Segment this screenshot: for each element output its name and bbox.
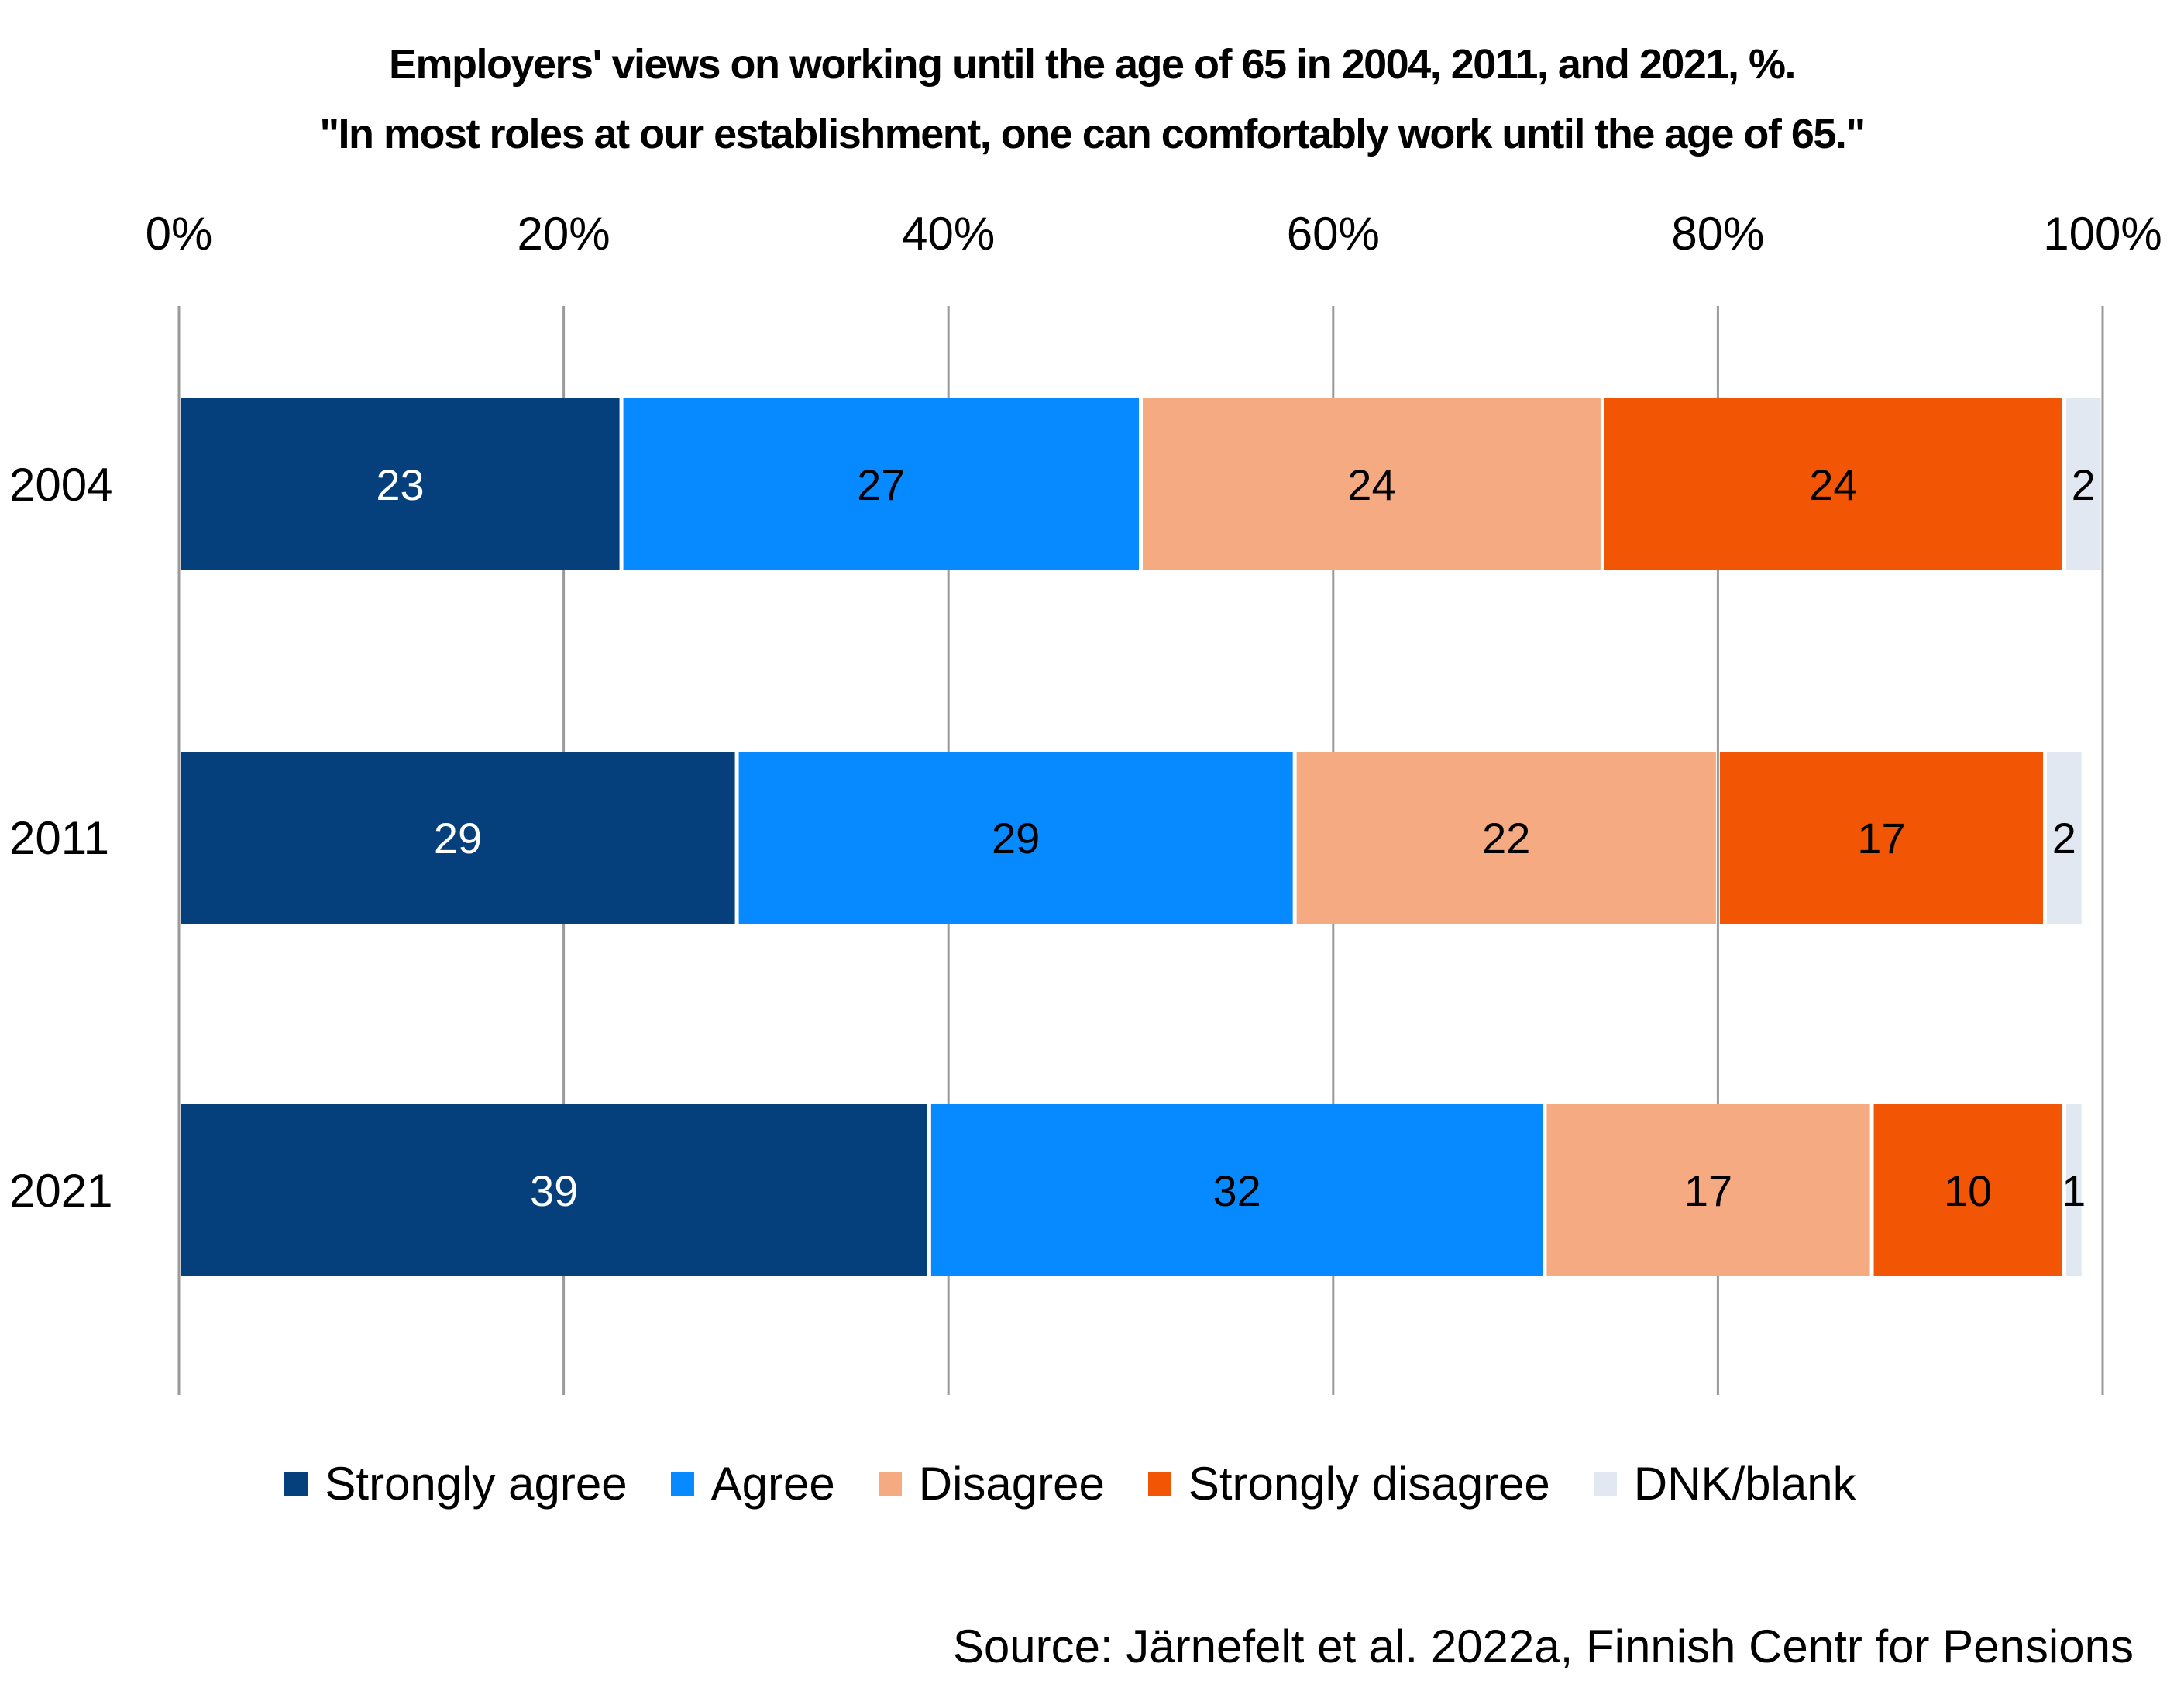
x-tick-label: 20%	[518, 208, 610, 260]
legend-swatch	[878, 1472, 902, 1496]
x-tick-label: 40%	[902, 208, 995, 260]
legend-item: Strongly disagree	[1147, 1457, 1550, 1510]
chart-plot: 0% 20% 40% 60% 80% 100% 2004 23 27 24 24 2 2011 29 29 2…	[9, 208, 2162, 1395]
legend-label: DNK/blank	[1633, 1458, 1856, 1510]
legend-item: Disagree	[878, 1457, 1105, 1510]
data-label: 39	[530, 1166, 578, 1215]
data-label: 17	[1684, 1166, 1732, 1215]
bar-segment	[2065, 1104, 2082, 1276]
legend-label: Strongly agree	[325, 1458, 628, 1510]
source-note: Source: Järnefelt et al. 2022a, Finnish …	[952, 1620, 2134, 1672]
bar-segment	[1143, 398, 1601, 570]
legend-swatch	[284, 1472, 308, 1496]
bar-segment	[181, 1104, 927, 1276]
bar-segment	[181, 752, 735, 924]
bar-segment	[930, 1104, 1543, 1276]
y-category-label: 2021	[9, 1165, 112, 1217]
data-label: 10	[1944, 1166, 1992, 1215]
data-label: 2	[2072, 460, 2096, 509]
legend: Strongly agree Agree Disagree Strongly disa…	[0, 1457, 2184, 1510]
x-tick-label: 100%	[2043, 208, 2162, 260]
x-tick-label: 60%	[1287, 208, 1380, 260]
data-label: 17	[1857, 814, 1905, 863]
data-label: 29	[992, 814, 1040, 863]
bar-segment	[1873, 1104, 2062, 1276]
data-label: 24	[1347, 460, 1395, 509]
legend-swatch	[1147, 1472, 1171, 1496]
data-label: 2	[2052, 814, 2076, 863]
data-label: 1	[2062, 1166, 2086, 1215]
bar-segment	[181, 398, 620, 570]
x-tick-label: 0%	[146, 208, 213, 260]
x-tick-label: 80%	[1671, 208, 1764, 260]
bar-segment	[1546, 1104, 1870, 1276]
data-label: 29	[434, 814, 482, 863]
data-label: 24	[1809, 460, 1857, 509]
legend-swatch	[1593, 1472, 1617, 1496]
data-label: 27	[857, 460, 905, 509]
legend-label: Strongly disagree	[1188, 1458, 1550, 1510]
bar-segment	[1719, 752, 2044, 924]
legend-item: Strongly agree	[284, 1457, 628, 1510]
bar-segment	[2047, 752, 2082, 924]
legend-item: DNK/blank	[1593, 1457, 1856, 1510]
data-label: 22	[1482, 814, 1530, 863]
y-category-label: 2004	[9, 459, 112, 511]
bar-segment	[1604, 398, 2062, 570]
data-label: 23	[376, 460, 424, 509]
legend-swatch	[670, 1472, 694, 1496]
bar-segment	[2065, 398, 2101, 570]
bar-segment	[1296, 752, 1716, 924]
data-label: 32	[1213, 1166, 1261, 1215]
bar-segment	[738, 752, 1293, 924]
bar-segment	[623, 398, 1139, 570]
chart-subtitle: "In most roles at our establishment, one…	[319, 111, 1866, 157]
chart-title: Employers' views on working until the ag…	[388, 41, 1797, 88]
legend-label: Disagree	[918, 1458, 1105, 1510]
y-category-label: 2011	[9, 812, 109, 864]
legend-label: Agree	[710, 1458, 835, 1510]
legend-item: Agree	[670, 1457, 835, 1510]
